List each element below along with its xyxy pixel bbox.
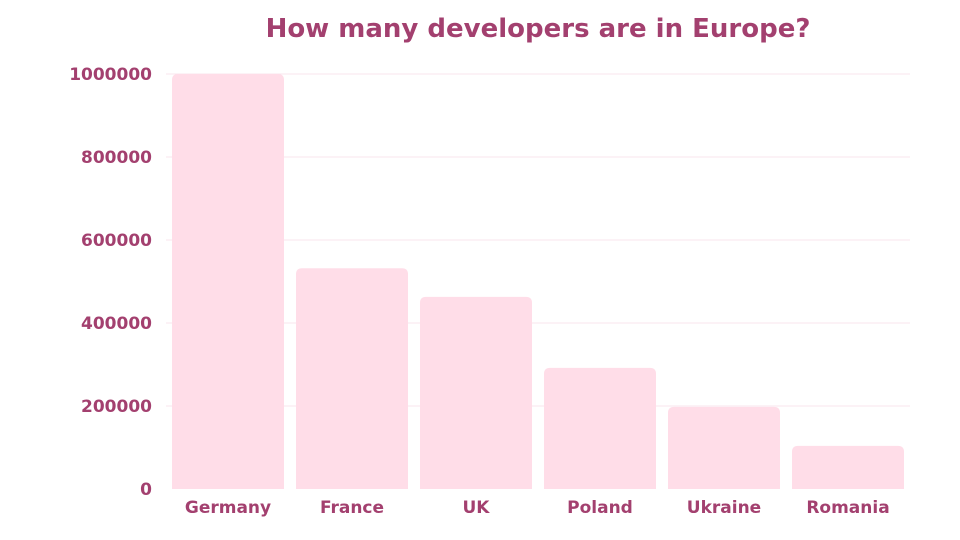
y-tick-label: 800000 xyxy=(81,148,152,168)
x-tick-label: Ukraine xyxy=(687,498,761,518)
x-tick-label: France xyxy=(320,498,384,518)
y-tick-label: 400000 xyxy=(81,314,152,334)
bar-uk xyxy=(420,296,532,489)
y-tick-label: 0 xyxy=(140,480,152,500)
x-tick-label: Germany xyxy=(185,498,271,518)
x-tick-label: Poland xyxy=(567,498,633,518)
y-tick-label: 200000 xyxy=(81,397,152,417)
bar-ukraine xyxy=(668,406,780,489)
bar-poland xyxy=(544,367,656,489)
x-tick-label: UK xyxy=(463,498,491,518)
bar-germany xyxy=(172,74,284,489)
y-tick-label: 600000 xyxy=(81,231,152,251)
y-tick-label: 1000000 xyxy=(69,65,152,85)
bar-romania xyxy=(792,445,904,489)
chart-title: How many developers are in Europe? xyxy=(265,14,811,44)
x-tick-label: Romania xyxy=(806,498,889,518)
bar-france xyxy=(296,268,408,489)
